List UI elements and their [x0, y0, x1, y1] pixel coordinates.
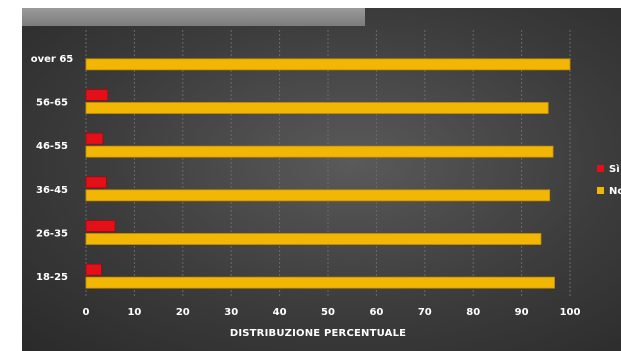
legend-swatch-si [597, 165, 604, 172]
x-tick-label: 60 [369, 307, 383, 318]
category-label: 56-65 [36, 98, 68, 109]
grid-layer [85, 30, 571, 298]
bar-no-26-35 [85, 233, 542, 245]
bar-si-46-55 [85, 132, 104, 145]
chart-area: over 65 56-65 46-55 36-45 26-35 18-25 0 10 20 30… [22, 8, 621, 351]
category-label: 46-55 [36, 141, 68, 152]
bar-si-56-65 [85, 89, 109, 101]
bar-si-36-45 [85, 176, 107, 189]
bar-no-46-55 [85, 145, 554, 158]
x-tick-label: 90 [515, 307, 529, 318]
category-label: over 65 [31, 54, 74, 65]
bar-no-56-65 [85, 102, 549, 114]
legend-label-no: No [609, 186, 621, 197]
legend-label-si: Sì [609, 163, 620, 175]
x-tick-label: 0 [83, 307, 90, 318]
legend: Sì No [597, 163, 621, 197]
legend-swatch-no [597, 187, 604, 194]
x-tick-label: 30 [224, 307, 238, 318]
x-tick-label: 10 [127, 307, 141, 318]
x-tick-labels: 0 10 20 30 40 50 60 70 80 90 100 [83, 307, 581, 318]
category-label: 36-45 [36, 185, 68, 196]
category-label: 26-35 [36, 229, 68, 240]
x-tick-label: 70 [418, 307, 432, 318]
bar-chart: over 65 56-65 46-55 36-45 26-35 18-25 0 10 20 30… [31, 30, 621, 339]
x-tick-label: 40 [273, 307, 287, 318]
title-strip [22, 8, 365, 26]
x-tick-label: 80 [466, 307, 480, 318]
bar-layer [85, 58, 571, 289]
bar-no-18-25 [85, 276, 555, 289]
x-tick-label: 50 [321, 307, 335, 318]
x-tick-label: 100 [560, 307, 581, 318]
bar-si-18-25 [85, 263, 102, 276]
x-tick-label: 20 [176, 307, 190, 318]
category-labels: over 65 56-65 46-55 36-45 26-35 18-25 [31, 54, 74, 283]
bar-no-over-65 [85, 58, 571, 71]
bar-si-26-35 [85, 220, 116, 232]
bar-no-36-45 [85, 189, 551, 202]
category-label: 18-25 [36, 272, 68, 283]
x-axis-title: DISTRIBUZIONE PERCENTUALE [230, 328, 406, 339]
